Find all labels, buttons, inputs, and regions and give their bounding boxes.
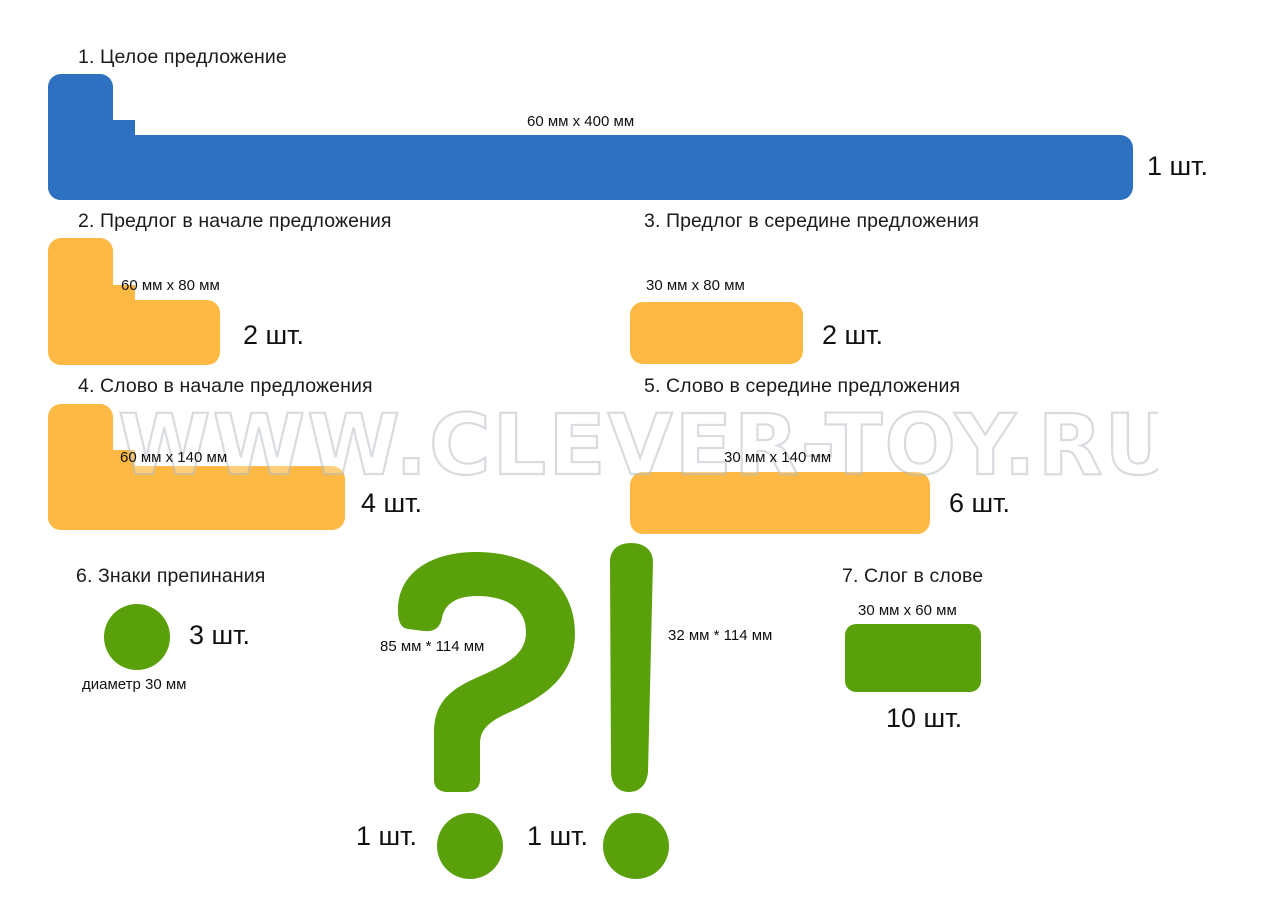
word-start-corner-fill xyxy=(90,450,135,495)
question-mark-piece[interactable] xyxy=(380,548,595,793)
section-title-preposition-middle: 3. Предлог в середине предложения xyxy=(644,210,980,232)
question-mark-dot-piece[interactable] xyxy=(437,813,503,879)
dimension-word-start: 60 мм x 140 мм xyxy=(120,449,228,466)
preposition-middle-rect xyxy=(630,302,803,364)
syllable-rect-piece[interactable] xyxy=(845,624,981,692)
section-title-syllable: 7. Слог в слове xyxy=(842,565,984,587)
whole-sentence-corner-fill xyxy=(90,120,135,165)
quantity-question-mark: 1 шт. xyxy=(356,821,418,851)
punctuation-dot-piece[interactable] xyxy=(104,604,170,670)
preposition-start-corner-fill xyxy=(90,285,135,330)
dimension-preposition-start: 60 мм x 80 мм xyxy=(121,277,220,294)
section-title-whole-sentence: 1. Целое предложение xyxy=(78,46,287,68)
quantity-syllable: 10 шт. xyxy=(886,703,963,733)
quantity-whole-sentence: 1 шт. xyxy=(1147,151,1209,181)
section-title-preposition-start: 2. Предлог в начале предложения xyxy=(78,210,392,232)
question-mark-shape xyxy=(398,552,575,792)
dimension-word-middle: 30 мм x 140 мм xyxy=(724,449,832,466)
section-title-punctuation: 6. Знаки препинания xyxy=(76,565,266,587)
exclamation-mark-dot-piece[interactable] xyxy=(603,813,669,879)
exclamation-mark-shape xyxy=(610,543,653,792)
dimension-preposition-middle: 30 мм x 80 мм xyxy=(646,277,745,294)
whole-sentence-horizontal-leg xyxy=(48,135,1133,200)
quantity-preposition-middle: 2 шт. xyxy=(822,320,884,350)
quantity-word-middle: 6 шт. xyxy=(949,488,1011,518)
dimension-punctuation: диаметр 30 мм xyxy=(82,676,187,693)
quantity-preposition-start: 2 шт. xyxy=(243,320,305,350)
dimension-syllable: 30 мм x 60 мм xyxy=(858,602,957,619)
quantity-word-start: 4 шт. xyxy=(361,488,423,518)
dimension-whole-sentence: 60 мм x 400 мм xyxy=(527,113,635,130)
dimension-exclamation-mark: 32 мм * 114 мм xyxy=(668,627,773,644)
quantity-exclamation-mark: 1 шт. xyxy=(527,821,589,851)
section-title-word-start: 4. Слово в начале предложения xyxy=(78,375,373,397)
word-middle-rect xyxy=(630,472,930,534)
quantity-punctuation: 3 шт. xyxy=(189,620,251,650)
dimension-question-mark: 85 мм * 114 мм xyxy=(380,638,485,655)
section-title-word-middle: 5. Слово в середине предложения xyxy=(644,375,961,397)
exclamation-mark-piece[interactable] xyxy=(596,540,666,795)
